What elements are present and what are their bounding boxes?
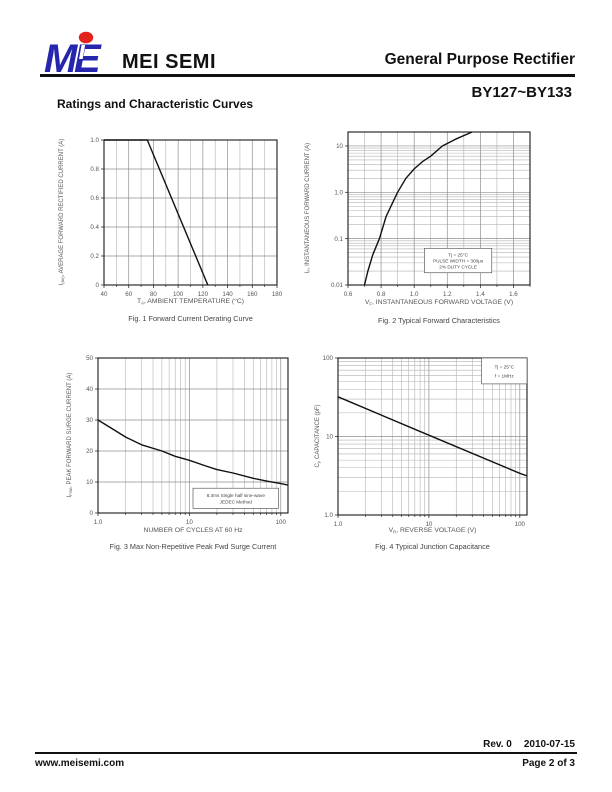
svg-text:10: 10 [425, 521, 432, 528]
svg-text:100: 100 [276, 519, 287, 526]
svg-text:10: 10 [336, 143, 343, 150]
svg-text:10: 10 [186, 519, 193, 526]
svg-text:PULSE WIDTH = 300μs: PULSE WIDTH = 300μs [433, 259, 484, 264]
logo-letter-e: E [74, 37, 102, 78]
revision-line: Rev. 0 2010-07-15 [483, 739, 575, 750]
svg-text:100: 100 [173, 291, 184, 298]
revision-label: Rev. 0 [483, 739, 512, 750]
fig2-y-axis-label: IF, INSTANTANEOUS FORWARD CURRENT (A) [303, 118, 313, 298]
fig1-y-subscript: (AV) [61, 276, 66, 284]
fig3-caption: Fig. 3 Max Non-Repetitive Peak Fwd Surge… [109, 542, 277, 551]
logo-letter-m: M [44, 37, 79, 78]
part-number-range: BY127~BY133 [471, 84, 573, 101]
brand-name: MEI SEMI [122, 51, 217, 73]
svg-text:1.0: 1.0 [90, 137, 99, 144]
fig2-x-axis-label: VF, INSTANTANEOUS FORWARD VOLTAGE (V) [348, 299, 530, 306]
svg-text:0: 0 [90, 510, 94, 517]
svg-text:0.6: 0.6 [90, 195, 99, 202]
svg-text:1.0: 1.0 [334, 190, 343, 197]
fig3-x-axis-label: NUMBER OF CYCLES AT 60 Hz [98, 527, 288, 534]
header-rule [40, 74, 575, 77]
fig4-x-axis-label: VR, REVERSE VOLTAGE (V) [338, 527, 527, 534]
svg-text:1.6: 1.6 [509, 291, 518, 298]
fig4-x-subscript: R [393, 529, 397, 535]
fig2-y-symbol: I [305, 271, 311, 274]
svg-text:160: 160 [247, 291, 258, 298]
svg-text:1.0: 1.0 [324, 512, 333, 519]
svg-text:JEDEC Method: JEDEC Method [220, 500, 253, 505]
svg-text:1.2: 1.2 [443, 291, 452, 298]
page-number: Page 2 of 3 [522, 758, 575, 769]
fig2-caption: Fig. 2 Typical Forward Characteristics [378, 316, 500, 325]
fig2-y-subscript: F [307, 269, 312, 272]
section-title: Ratings and Characteristic Curves [57, 97, 254, 111]
fig1-x-text: , AMBIENT TEMPERATURE (°C) [143, 298, 245, 305]
svg-text:0.4: 0.4 [90, 224, 99, 231]
svg-text:40: 40 [86, 386, 93, 393]
fig2-plot: 0.6 0.8 1.0 1.2 1.4 1.6 0.01 0.1 1.0 10 Tj = 25°C P… [331, 131, 531, 298]
svg-text:20: 20 [86, 448, 93, 455]
svg-text:0.01: 0.01 [331, 282, 344, 289]
svg-text:80: 80 [150, 291, 157, 298]
fig3-plot: 1.0 10 100 0 10 20 30 40 50 8.3ms Single half sin… [86, 355, 289, 526]
logo-red-dot-icon [78, 31, 94, 44]
document-title: General Purpose Rectifier [384, 51, 575, 68]
svg-text:0.1: 0.1 [334, 236, 343, 243]
footer-rule [35, 752, 577, 754]
fig2-x-text: , INSTANTANEOUS FORWARD VOLTAGE (V) [372, 299, 514, 306]
svg-text:0.2: 0.2 [90, 253, 99, 260]
fig4-plot: 1.0 10 100 1.0 10 100 Tj = 25°C f = 1MHz [323, 355, 528, 528]
fig4-caption: Fig. 4 Typical Junction Capacitance [375, 542, 490, 551]
svg-text:0.8: 0.8 [377, 291, 386, 298]
svg-text:100: 100 [515, 521, 526, 528]
svg-text:100: 100 [323, 355, 334, 362]
svg-text:0.8: 0.8 [90, 166, 99, 173]
svg-text:8.3ms Single half sine-wave: 8.3ms Single half sine-wave [207, 493, 266, 498]
svg-text:0: 0 [96, 282, 100, 289]
logo-i-stem [79, 45, 86, 59]
website-link[interactable]: www.meisemi.com [35, 758, 125, 769]
fig1-y-text: , AVERAGE FORWARD RECTIFIED CURRENT (A) [59, 138, 65, 277]
fig3-x-text: NUMBER OF CYCLES AT 60 Hz [143, 527, 243, 534]
svg-text:180: 180 [272, 291, 283, 298]
svg-text:10: 10 [86, 479, 93, 486]
svg-text:50: 50 [86, 355, 93, 362]
fig1-x-subscript: A [141, 300, 144, 306]
fig2-x-subscript: F [369, 301, 372, 307]
svg-text:1.4: 1.4 [476, 291, 485, 298]
svg-text:40: 40 [101, 291, 108, 298]
fig2-x-symbol: V [364, 299, 370, 306]
fig1-y-axis-label: I(AV), AVERAGE FORWARD RECTIFIED CURRENT… [57, 122, 67, 302]
fig4-x-text: , REVERSE VOLTAGE (V) [396, 527, 477, 534]
svg-text:30: 30 [86, 417, 93, 424]
meisemi-logo: M E [44, 31, 102, 78]
fig4-x-symbol: V [388, 527, 394, 534]
svg-text:1.0: 1.0 [94, 519, 103, 526]
svg-text:120: 120 [198, 291, 209, 298]
svg-text:0.6: 0.6 [344, 291, 353, 298]
svg-text:140: 140 [222, 291, 233, 298]
fig1-caption: Fig. 1 Forward Current Derating Curve [128, 314, 253, 323]
svg-text:60: 60 [125, 291, 132, 298]
svg-text:Tj = 25°C: Tj = 25°C [494, 365, 514, 370]
revision-date: 2010-07-15 [523, 739, 575, 750]
svg-text:Tj = 25°C: Tj = 25°C [448, 252, 468, 257]
svg-text:1.0: 1.0 [410, 291, 419, 298]
svg-text:f = 1MHz: f = 1MHz [495, 373, 515, 378]
fig2-y-text: , INSTANTANEOUS FORWARD CURRENT (A) [305, 142, 311, 270]
svg-text:1.0: 1.0 [334, 521, 343, 528]
fig1-x-axis-label: TA, AMBIENT TEMPERATURE (°C) [104, 298, 277, 305]
svg-text:2% DUTY CYCLE: 2% DUTY CYCLE [439, 265, 477, 270]
fig1-plot: 40 60 80 100 120 140 160 180 0 0.2 0.4 0.6 0.8 1.0 [90, 137, 283, 298]
svg-text:10: 10 [326, 434, 333, 441]
fig1-x-symbol: T [136, 298, 142, 305]
